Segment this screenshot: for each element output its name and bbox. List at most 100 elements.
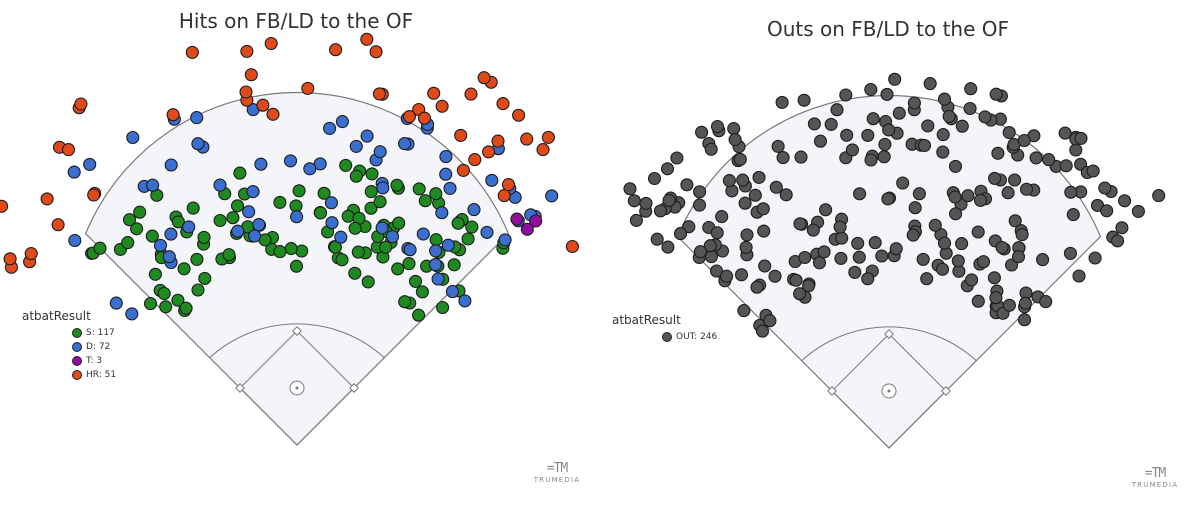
hits-point (392, 216, 406, 230)
hits-point (435, 99, 449, 113)
outs-point (955, 237, 969, 251)
outs-point (987, 271, 1001, 285)
outs-point (961, 189, 975, 203)
outs-point (851, 236, 865, 250)
outs-point (845, 143, 859, 157)
outs-point (920, 272, 934, 286)
hits-point (379, 240, 393, 254)
outs-field-plot (623, 72, 1166, 449)
outs-point (673, 227, 688, 241)
hits-point (233, 166, 247, 180)
legend-item-triples: T: 3 (22, 354, 116, 368)
hits-point (464, 87, 478, 101)
hits-point (3, 252, 17, 266)
legend-item-homeruns: HR: 51 (22, 368, 116, 382)
outs-point (1011, 250, 1026, 264)
outs-point (973, 193, 988, 207)
outs-point (789, 273, 803, 287)
outs-point (703, 239, 717, 253)
outs-point (1063, 246, 1077, 260)
hits-point (313, 206, 328, 220)
hits-point (264, 36, 278, 51)
outs-point (734, 268, 749, 282)
outs-point (928, 218, 942, 232)
hits-point (454, 128, 468, 142)
hits-point (248, 229, 262, 243)
outs-point (693, 185, 707, 199)
hits-point (83, 157, 97, 171)
outs-base-2 (884, 329, 894, 339)
outs-point (812, 256, 827, 270)
hits-point (290, 210, 304, 224)
hits-point (121, 236, 135, 250)
hits-point (182, 220, 196, 234)
hits-point (334, 230, 348, 244)
outs-legend: atbatResult OUT: 246 (612, 313, 717, 344)
outs-point (650, 232, 664, 246)
outs-point (916, 252, 930, 266)
hits-point (415, 285, 429, 299)
outs-point (942, 109, 956, 123)
hits-point (373, 145, 387, 159)
outs-point (1058, 126, 1072, 140)
outs-point (727, 122, 741, 136)
outs-point (912, 187, 926, 201)
outs-point (693, 245, 707, 259)
outs-point (639, 196, 653, 210)
outs-infield-arc (801, 326, 977, 362)
hits-point (198, 271, 212, 285)
outs-point (824, 117, 838, 131)
outs-point (923, 77, 937, 91)
outs-point (882, 123, 896, 137)
hits-point (126, 130, 140, 145)
outs-point (892, 106, 906, 120)
hits-point (447, 258, 461, 272)
hits-point (213, 213, 227, 228)
outs-point (710, 119, 725, 134)
outs-point (955, 119, 969, 133)
outs-point (889, 242, 903, 256)
hits-infield-arc (209, 323, 385, 359)
hits-point (242, 205, 256, 219)
outs-point (813, 134, 828, 148)
hits-point (40, 192, 54, 206)
outs-point (976, 255, 991, 269)
outs-point (715, 210, 729, 224)
legend-label-outs: OUT: 246 (676, 332, 718, 342)
outs-point (692, 198, 707, 212)
outs-point (888, 72, 902, 86)
hits-point (324, 196, 338, 210)
hits-legend-title: atbatResult (22, 309, 91, 323)
outs-point (1002, 125, 1016, 140)
hits-point (273, 245, 287, 259)
outs-point (769, 180, 783, 194)
outs-point (709, 264, 724, 278)
hits-point (451, 216, 465, 230)
hits-point (445, 285, 460, 299)
hits-point (133, 205, 147, 219)
outs-point (1086, 164, 1100, 178)
outs-point (1074, 131, 1088, 145)
outs-pitchers-rubber (887, 389, 891, 393)
hits-point (349, 139, 363, 153)
outs-point (771, 139, 785, 153)
outs-point (1118, 194, 1132, 208)
hits-point (24, 247, 38, 261)
hits-point (375, 221, 389, 235)
outs-point (776, 151, 790, 165)
outs-point (917, 138, 932, 153)
hits-point (162, 250, 176, 264)
outs-point (739, 240, 753, 254)
outs-point (1152, 189, 1166, 203)
legend-label-homeruns: HR: 51 (86, 370, 117, 380)
outs-point (653, 204, 668, 218)
hits-point (441, 238, 455, 252)
hits-point (360, 129, 374, 143)
hits-point (443, 181, 457, 195)
trumedia-logo-icon: =TM (546, 461, 568, 476)
hits-point (429, 244, 443, 258)
hits-point (252, 218, 266, 232)
outs-point (991, 146, 1005, 160)
outs-point (682, 220, 696, 234)
outs-point (896, 176, 910, 190)
